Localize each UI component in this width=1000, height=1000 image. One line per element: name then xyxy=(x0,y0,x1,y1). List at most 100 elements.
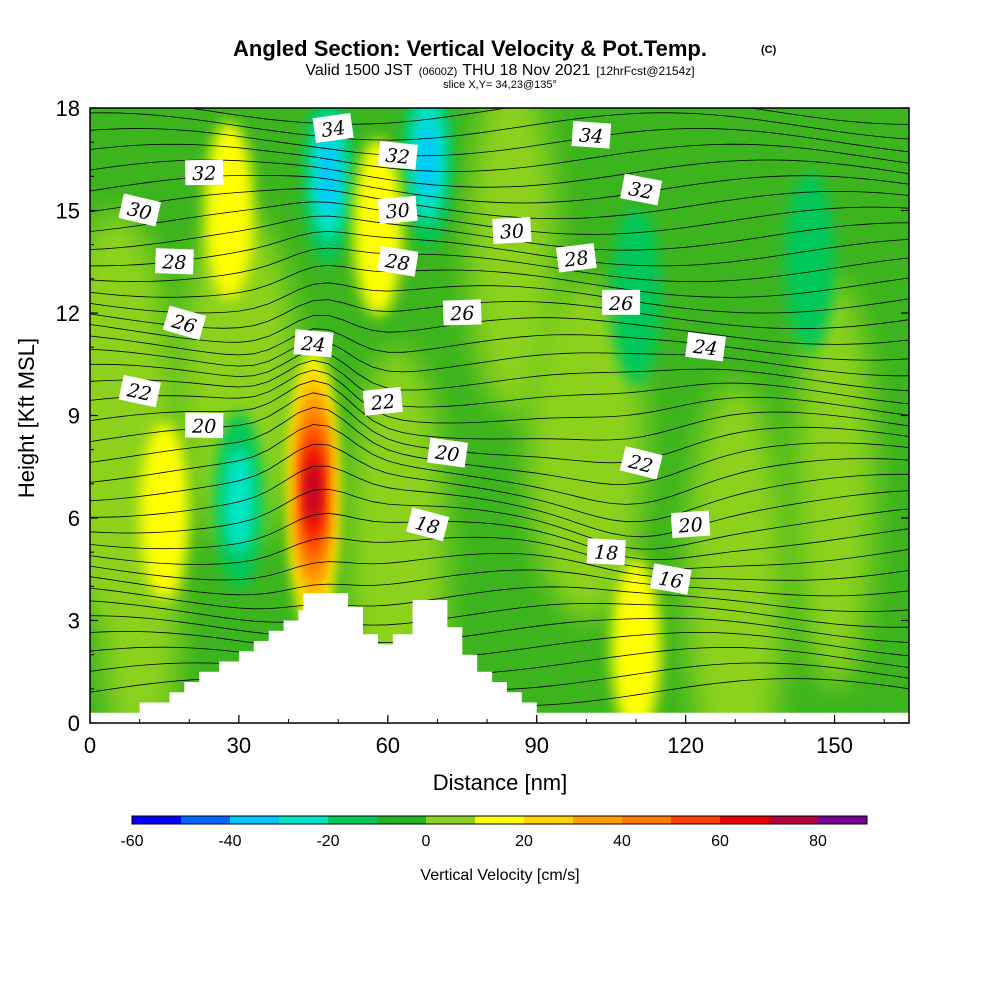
isentrope-line xyxy=(90,646,909,675)
isentrope-line xyxy=(90,188,909,220)
isentrope-line xyxy=(90,552,909,581)
velocity-level--10 xyxy=(784,172,835,351)
contour-label-text: 26 xyxy=(449,303,475,326)
colorbar-tick-label: -60 xyxy=(120,833,143,850)
contour-label-box xyxy=(602,289,641,315)
colorbar-swatch xyxy=(328,816,377,824)
x-tick-label: 90 xyxy=(524,733,548,758)
velocity-level--20 xyxy=(224,447,254,555)
potential-temperature-contours xyxy=(90,108,909,707)
isentrope-line xyxy=(90,369,909,424)
colorbar-swatch xyxy=(769,816,818,824)
contour-label-text: 32 xyxy=(384,145,410,169)
isentrope-line xyxy=(90,143,909,172)
contour-label: 30 xyxy=(118,193,162,227)
contour-label-box xyxy=(442,299,482,326)
contour-label-text: 24 xyxy=(691,336,719,361)
isentrope-line xyxy=(90,424,909,505)
slice-label: slice X,Y= 34,23@135° xyxy=(443,79,557,91)
isentrope-line xyxy=(90,230,909,267)
contour-label: 32 xyxy=(377,140,418,170)
contour-label: 24 xyxy=(685,331,726,362)
contour-label: 22 xyxy=(362,386,404,416)
contour-label: 34 xyxy=(312,112,354,144)
updraft-core-5 xyxy=(611,559,661,723)
colorbar-frame xyxy=(131,815,868,825)
velocity-level-10 xyxy=(611,559,661,723)
isentrope-line xyxy=(90,443,909,523)
isentrope-line xyxy=(90,380,909,441)
subtitle-date: THU 18 Nov 2021 xyxy=(462,62,590,79)
contour-label-box xyxy=(620,173,663,206)
contour-label-text: 30 xyxy=(385,199,411,223)
y-tick-label: 12 xyxy=(56,301,80,326)
contour-label-text: 16 xyxy=(657,568,685,594)
contour-label-box xyxy=(118,374,161,408)
isentrope-line xyxy=(90,159,909,188)
contour-label: 20 xyxy=(426,437,469,468)
x-tick-label: 150 xyxy=(816,733,853,758)
contour-label: 34 xyxy=(571,121,612,149)
y-tick-label: 6 xyxy=(68,506,80,531)
isentrope-line xyxy=(90,264,909,298)
contour-label-box xyxy=(118,193,162,227)
x-axis-label: Distance [nm] xyxy=(433,770,568,795)
y-axis: 0 3 6 9 12 15 18 xyxy=(56,96,909,736)
isentrope-line xyxy=(90,536,909,570)
contour-label-text: 22 xyxy=(369,391,396,416)
contour-label-text: 32 xyxy=(627,178,655,204)
isentrope-line xyxy=(90,128,909,157)
updraft-core-0 xyxy=(288,347,339,635)
contour-label-text: 32 xyxy=(192,163,217,185)
velocity-level-70 xyxy=(307,461,320,520)
contour-label-text: 34 xyxy=(320,117,347,142)
contour-label: 16 xyxy=(649,563,692,595)
contour-label-box xyxy=(492,217,532,244)
colorbar-tick-label: 80 xyxy=(809,833,827,850)
contour-label: 28 xyxy=(377,245,419,277)
colorbar-title: Vertical Velocity [cm/s] xyxy=(420,867,579,884)
contour-label-text: 20 xyxy=(191,416,217,438)
colorbar-swatch xyxy=(818,816,867,824)
contour-label-box xyxy=(293,329,334,358)
colorbar-tick-label: 40 xyxy=(613,833,631,850)
title-units: (C) xyxy=(761,44,777,56)
colorbar-swatch xyxy=(377,816,426,824)
colorbar-swatch xyxy=(524,816,573,824)
isentrope-line xyxy=(90,359,909,408)
isentrope-line xyxy=(90,314,909,345)
downdraft-core-7 xyxy=(214,412,264,590)
contour-label-box xyxy=(154,248,194,275)
colorbar-tick-label: 20 xyxy=(515,833,533,850)
colorbar-swatch xyxy=(475,816,524,824)
contour-label-text: 26 xyxy=(608,293,633,315)
chart-subtitle: Valid 1500 JST (0600Z) THU 18 Nov 2021 [12h… xyxy=(305,62,694,79)
isentrope-line xyxy=(90,328,909,361)
isentrope-line xyxy=(90,615,909,643)
contour-label-box xyxy=(649,563,692,595)
x-tick-label: 120 xyxy=(667,733,704,758)
contour-label: 22 xyxy=(118,374,161,408)
contour-label: 26 xyxy=(442,299,482,326)
contour-label-text: 30 xyxy=(499,220,524,243)
contour-label-box xyxy=(312,112,354,144)
velocity-band-4 xyxy=(685,381,785,723)
isentrope-line xyxy=(90,600,909,628)
isentrope-line xyxy=(90,631,909,660)
y-tick-label: 3 xyxy=(68,609,80,634)
contour-label: 24 xyxy=(293,329,334,358)
contour-label-text: 20 xyxy=(677,514,704,538)
contour-label: 28 xyxy=(555,243,597,273)
velocity-level--30 xyxy=(416,121,439,198)
contour-label-box xyxy=(670,510,711,539)
colorbar-tick-label: -40 xyxy=(218,833,241,850)
contour-label-box xyxy=(406,507,450,542)
colorbar-swatch xyxy=(279,816,328,824)
contour-label-box xyxy=(377,195,418,225)
colorbar-swatch xyxy=(622,816,671,824)
colorbar-swatch xyxy=(230,816,279,824)
x-tick-label: 0 xyxy=(84,733,96,758)
contour-label-text: 20 xyxy=(433,441,461,466)
